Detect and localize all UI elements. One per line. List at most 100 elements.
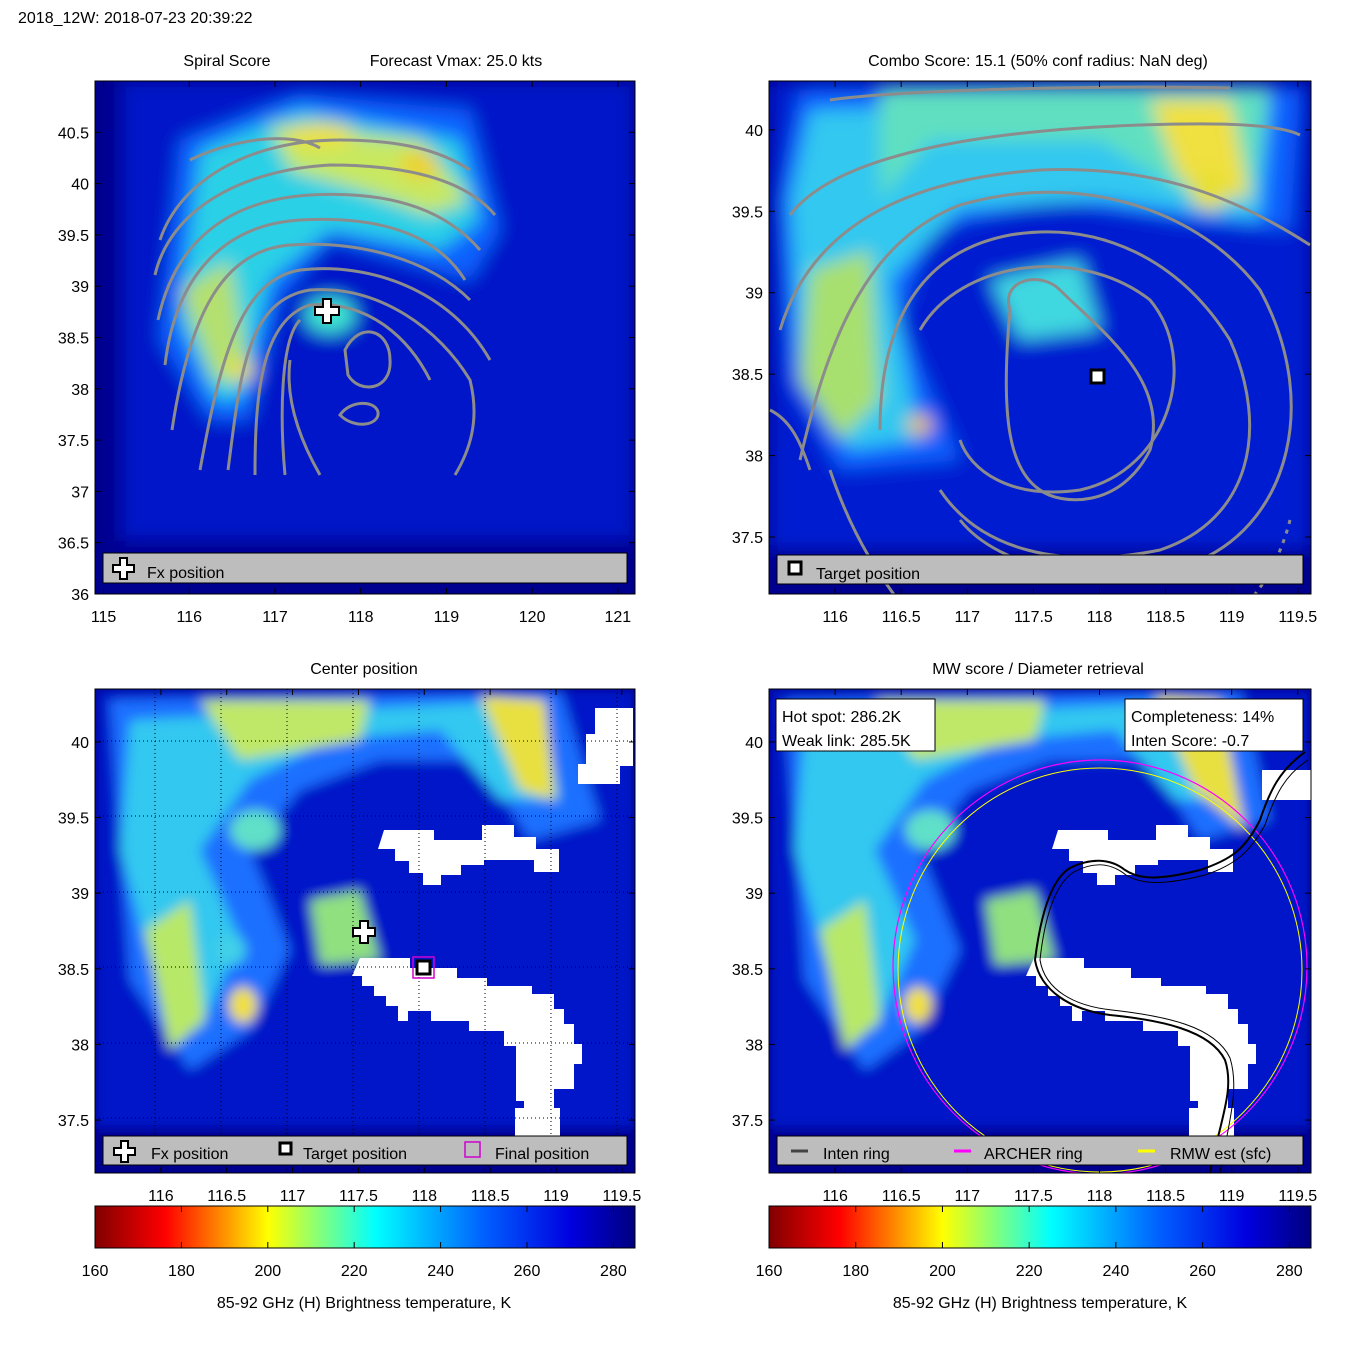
x-tick-label: 117 xyxy=(955,1188,981,1205)
x-tick-label: 117.5 xyxy=(1014,1188,1053,1205)
colorbar-left: 160 180 200 220 240 260 280 85-92 GHz (H) Brig… xyxy=(82,1205,636,1312)
panel3-legend: Fx position Target position Final positi… xyxy=(102,1135,628,1166)
y-tick-label: 37.5 xyxy=(58,433,89,450)
x-tick-label: 116 xyxy=(822,1188,848,1205)
panel4-rings xyxy=(892,751,1309,1173)
x-tick-label: 118 xyxy=(1087,609,1113,626)
panel3-fx-cross-icon xyxy=(352,920,376,944)
panel3-legend-fx: Fx position xyxy=(151,1146,228,1163)
x-tick-label: 116.5 xyxy=(882,609,921,626)
x-tick-label: 119.5 xyxy=(602,1188,641,1205)
colorbar-tick-label: 220 xyxy=(1016,1263,1043,1280)
panel4-title: MW score / Diameter retrieval xyxy=(932,661,1144,678)
x-tick-label: 118 xyxy=(348,609,374,626)
x-tick-label: 118.5 xyxy=(471,1188,510,1205)
panel2-legend: Target position xyxy=(776,554,1304,585)
x-tick-label: 117 xyxy=(955,609,981,626)
panel3-legend-final: Final position xyxy=(495,1146,589,1163)
x-tick-label: 117 xyxy=(280,1188,306,1205)
square-icon xyxy=(278,1141,293,1156)
y-tick-label: 38.5 xyxy=(58,331,89,348)
y-tick-label: 38.5 xyxy=(732,367,763,384)
y-tick-label: 39.5 xyxy=(58,811,89,828)
y-tick-label: 40.5 xyxy=(58,125,89,142)
panel4-axes: 116 116.5 117 117.5 118 118.5 119 119.5 40 39.5 39… xyxy=(732,689,1317,1205)
panel1-legend-fx: Fx position xyxy=(147,565,224,582)
y-tick-label: 38 xyxy=(71,1037,89,1054)
y-tick-label: 37 xyxy=(71,484,89,501)
colorbar-tick-label: 160 xyxy=(82,1263,109,1280)
colorbar-tick-label: 200 xyxy=(254,1263,281,1280)
y-tick-label: 39.5 xyxy=(58,228,89,245)
colorbar-tick-label: 180 xyxy=(168,1263,195,1280)
y-tick-label: 37.5 xyxy=(58,1113,89,1130)
panel4-infobox-left: Hot spot: 286.2K Weak link: 285.5K xyxy=(775,698,936,752)
colorbar-tick-label: 200 xyxy=(929,1263,956,1280)
panel3-image: Fx position Target position Final positi… xyxy=(95,689,635,1173)
panel3-legend-target: Target position xyxy=(303,1146,407,1163)
panel3-grid xyxy=(95,689,635,1173)
x-tick-label: 119 xyxy=(434,609,460,626)
x-tick-label: 117.5 xyxy=(339,1188,378,1205)
colorbar-tick-label: 180 xyxy=(842,1263,869,1280)
y-tick-label: 38 xyxy=(745,1037,763,1054)
magenta-square-icon xyxy=(464,1141,481,1158)
colorbar-tick-label: 160 xyxy=(756,1263,783,1280)
colorbar-tick-label: 240 xyxy=(1103,1263,1130,1280)
cross-icon xyxy=(112,557,135,580)
colorbar-tick-label: 260 xyxy=(1189,1263,1216,1280)
y-tick-label: 36 xyxy=(71,587,89,604)
panel3-target-square-icon xyxy=(412,956,435,979)
panel1-legend: Fx position xyxy=(102,552,628,584)
colorbar-left-label: 85-92 GHz (H) Brightness temperature, K xyxy=(217,1295,512,1312)
colorbar-tick-label: 240 xyxy=(427,1263,454,1280)
x-tick-label: 116 xyxy=(177,609,203,626)
square-icon xyxy=(787,560,803,576)
panel3-title: Center position xyxy=(310,661,418,678)
panel3-axes: 116 116.5 117 117.5 118 118.5 119 119.5 40 39.5 39… xyxy=(58,689,641,1205)
x-tick-label: 119.5 xyxy=(1278,1188,1317,1205)
y-tick-label: 40 xyxy=(745,735,763,752)
weak-link-text: Weak link: 285.5K xyxy=(782,733,911,750)
colorbar-right: 160 180 200 220 240 260 280 85-92 GHz (H) Brig… xyxy=(756,1205,1312,1312)
panel4-infobox-right: Completeness: 14% Inten Score: -0.7 xyxy=(1124,698,1304,752)
y-tick-label: 38.5 xyxy=(58,962,89,979)
x-tick-label: 116 xyxy=(148,1188,174,1205)
x-tick-label: 116 xyxy=(822,609,848,626)
panel1-image: Fx position xyxy=(95,81,635,594)
panel4-legend-archer: ARCHER ring xyxy=(984,1146,1083,1163)
colorbar-tick-label: 220 xyxy=(341,1263,368,1280)
colorbar-tick-label: 280 xyxy=(1276,1263,1303,1280)
colorbar-right-label: 85-92 GHz (H) Brightness temperature, K xyxy=(893,1295,1188,1312)
panel4-legend: Inten ring ARCHER ring RMW est (sfc) xyxy=(776,1135,1304,1166)
panel4-legend-rmw: RMW est (sfc) xyxy=(1170,1146,1271,1163)
x-tick-label: 117.5 xyxy=(1014,609,1053,626)
panel3-missing-data xyxy=(352,708,633,1143)
colorbar-tick-label: 280 xyxy=(600,1263,627,1280)
y-tick-label: 39 xyxy=(71,279,89,296)
y-tick-label: 39 xyxy=(745,286,763,303)
x-tick-label: 119.5 xyxy=(1278,609,1317,626)
panel-spiral-score: Spiral Score Forecast Vmax: 25.0 kts xyxy=(58,53,636,626)
y-tick-label: 38 xyxy=(745,449,763,466)
y-tick-label: 40 xyxy=(71,735,89,752)
x-tick-label: 119 xyxy=(543,1188,569,1205)
x-tick-label: 118 xyxy=(1087,1188,1113,1205)
panel2-image: Target position xyxy=(769,81,1311,594)
x-tick-label: 121 xyxy=(605,609,632,626)
y-tick-label: 40 xyxy=(71,177,89,194)
x-tick-label: 117 xyxy=(262,609,288,626)
y-tick-label: 37.5 xyxy=(732,530,763,547)
y-tick-label: 39.5 xyxy=(732,811,763,828)
x-tick-label: 116.5 xyxy=(882,1188,921,1205)
cross-icon xyxy=(113,1140,136,1163)
x-tick-label: 120 xyxy=(519,609,546,626)
x-tick-label: 115 xyxy=(91,609,117,626)
x-tick-label: 118.5 xyxy=(1146,609,1185,626)
x-tick-label: 119 xyxy=(1219,609,1245,626)
x-tick-label: 119 xyxy=(1219,1188,1245,1205)
panel2-title: Combo Score: 15.1 (50% conf radius: NaN … xyxy=(868,53,1208,70)
panel2-axes: 116 116.5 117 117.5 118 118.5 119 119.5 40 39.5 39… xyxy=(732,81,1317,626)
y-tick-label: 39.5 xyxy=(732,204,763,221)
panel-center-position: Center position xyxy=(58,661,641,1205)
